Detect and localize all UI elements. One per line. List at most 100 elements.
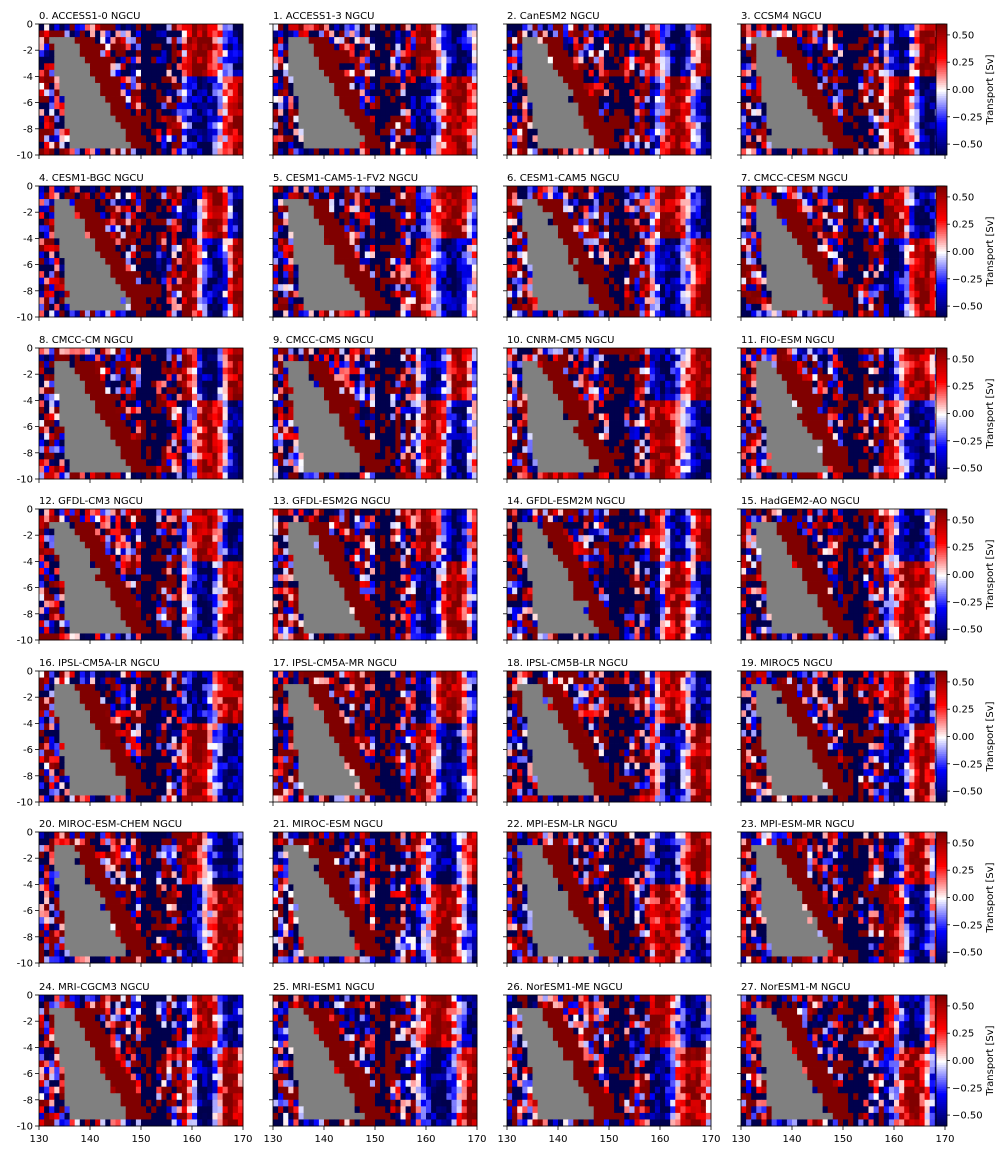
heat-cell: [49, 225, 55, 233]
heat-cell: [405, 37, 412, 45]
heat-cell: [797, 82, 803, 90]
heat-cell: [919, 50, 925, 58]
heat-cell: [339, 96, 345, 103]
heat-cell: [380, 56, 386, 64]
heat-cell: [797, 24, 803, 31]
heat-cell: [466, 218, 473, 226]
heat-cell: [273, 264, 279, 272]
heat-cell: [665, 186, 671, 193]
heat-cell: [95, 122, 101, 130]
heat-cell: [125, 310, 132, 318]
heat-cell: [461, 225, 468, 233]
heat-cell: [904, 24, 910, 31]
heat-cell: [670, 109, 676, 117]
heat-cell: [273, 290, 279, 298]
heat-cell: [176, 135, 183, 143]
heat-cell: [237, 50, 244, 58]
heat-cell: [181, 96, 188, 103]
heat-cell: [436, 251, 442, 259]
heat-cell: [74, 43, 81, 51]
heat-cell: [171, 225, 178, 233]
heat-cell: [283, 30, 289, 38]
heat-cell: [542, 43, 549, 51]
heat-cell: [349, 128, 355, 136]
heat-cell: [146, 128, 152, 136]
heat-cell: [303, 128, 310, 136]
heat-cell: [899, 24, 905, 31]
heat-cell: [680, 43, 686, 51]
heat-cell: [120, 43, 127, 51]
heat-cell: [420, 212, 427, 220]
heat-cell: [441, 231, 447, 239]
heat-cell: [527, 122, 533, 130]
heat-cell: [313, 128, 320, 136]
heat-cell: [410, 251, 417, 259]
heat-cell: [202, 76, 208, 84]
heat-cell: [568, 24, 574, 31]
heat-cell: [293, 141, 299, 149]
heat-cell: [456, 109, 463, 117]
heat-cell: [120, 135, 127, 143]
heat-cell: [415, 231, 422, 239]
heat-cell: [74, 284, 81, 292]
heat-cell: [54, 30, 60, 38]
heat-cell: [883, 109, 890, 117]
heat-cell: [202, 186, 208, 193]
heat-cell: [283, 89, 289, 97]
heat-cell: [303, 231, 310, 239]
heat-cell: [207, 199, 213, 207]
heat-cell: [436, 205, 442, 213]
heat-cell: [654, 56, 661, 64]
heat-cell: [552, 37, 559, 45]
heat-cell: [359, 50, 366, 58]
heat-cell: [176, 258, 183, 265]
heat-cell: [176, 128, 183, 136]
heat-cell: [436, 297, 442, 305]
heat-cell: [624, 82, 630, 90]
heat-cell: [202, 238, 208, 246]
heat-cell: [446, 102, 452, 110]
heat-cell: [74, 303, 81, 311]
heat-cell: [151, 231, 157, 239]
heat-cell: [542, 50, 549, 58]
heat-cell: [431, 244, 437, 252]
heat-cell: [568, 96, 574, 103]
heat-cell: [166, 50, 172, 58]
heat-cell: [517, 63, 523, 71]
heat-cell: [151, 50, 157, 58]
heat-cell: [771, 128, 778, 136]
heat-cell: [583, 186, 589, 193]
heat-cell: [883, 122, 890, 130]
heat-cell: [680, 63, 686, 71]
heat-cell: [517, 50, 523, 58]
heat-cell: [746, 141, 752, 149]
heat-cell: [349, 205, 355, 213]
heat-cell: [273, 63, 279, 71]
heat-cell: [446, 231, 452, 239]
heat-cell: [354, 115, 361, 123]
heat-cell: [456, 244, 463, 252]
heat-cell: [792, 96, 798, 103]
heat-cell: [212, 128, 218, 136]
heat-cell: [318, 24, 325, 31]
heat-cell: [456, 30, 463, 38]
heat-cell: [176, 76, 183, 84]
heat-cell: [222, 258, 229, 265]
heat-cell: [69, 303, 76, 311]
heat-cell: [369, 290, 376, 298]
heat-cell: [329, 56, 335, 64]
heat-cell: [364, 50, 371, 58]
heat-cell: [339, 43, 345, 51]
heat-cell: [700, 192, 707, 200]
heat-cell: [369, 128, 376, 136]
heat-cell: [456, 192, 463, 200]
heat-cell: [369, 218, 376, 226]
heat-cell: [130, 277, 137, 285]
heat-cell: [639, 109, 646, 117]
heat-cell: [552, 109, 559, 117]
heat-cell: [359, 76, 366, 84]
heat-cell: [171, 186, 178, 193]
heat-cell: [909, 76, 915, 84]
heat-cell: [385, 212, 391, 220]
heat-cell: [293, 199, 299, 207]
